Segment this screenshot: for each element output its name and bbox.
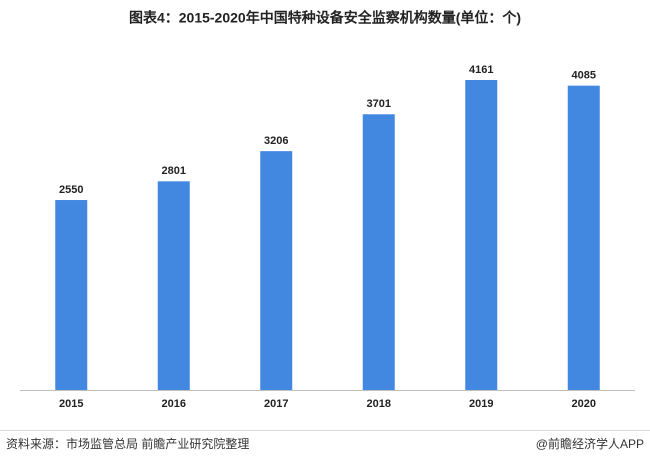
data-label: 2801 <box>162 165 186 177</box>
bar <box>465 80 498 390</box>
x-tick-label: 2020 <box>572 398 596 410</box>
x-tick-label: 2017 <box>264 398 288 410</box>
bar <box>362 114 395 391</box>
x-tick-label: 2015 <box>59 398 83 410</box>
footer: @前瞻经济学人APP <box>536 436 644 451</box>
data-label: 2550 <box>59 184 83 196</box>
data-label: 4161 <box>469 64 493 76</box>
data-label: 4085 <box>572 70 596 82</box>
bar <box>567 85 600 390</box>
bar <box>55 200 88 390</box>
source: 资料来源：市场监管总局 前瞻产业研究院整理 <box>6 436 249 451</box>
bar <box>157 181 190 390</box>
x-tick-label: 2018 <box>367 398 391 410</box>
bar <box>260 151 293 390</box>
x-tick-label: 2019 <box>469 398 493 410</box>
chart-title: 图表4：2015-2020年中国特种设备安全监察机构数量(单位：个) <box>129 10 521 26</box>
data-label: 3701 <box>367 98 391 110</box>
x-tick-label: 2016 <box>162 398 186 410</box>
data-label: 3206 <box>264 135 288 147</box>
